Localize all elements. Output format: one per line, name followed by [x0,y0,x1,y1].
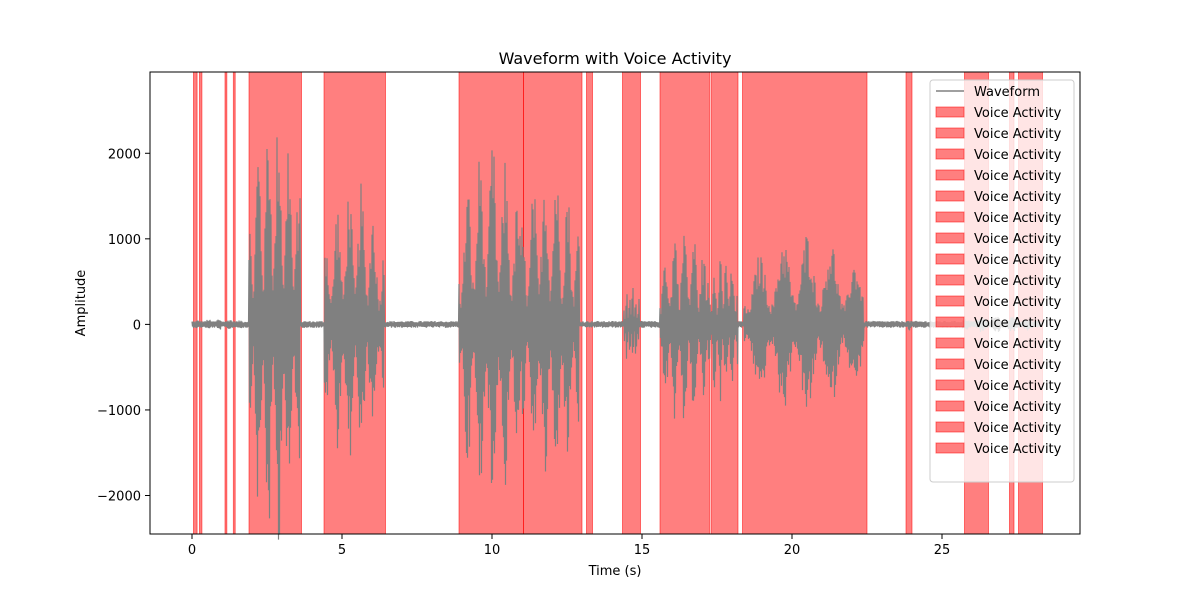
legend-voice-swatch [935,211,965,223]
legend-voice-swatch [935,358,965,370]
legend-voice-swatch [935,400,965,412]
x-tick-label: 25 [934,543,951,558]
x-tick-label: 20 [784,543,801,558]
legend-label: Voice Activity [974,358,1062,373]
legend-label: Voice Activity [974,148,1062,163]
legend-voice-swatch [935,106,965,118]
x-tick-label: 5 [338,543,346,558]
waveform-series [191,137,1042,540]
legend-label: Voice Activity [974,190,1062,205]
voice-activity-regions [193,71,1043,535]
y-axis: −2000 −1000 0 1000 2000 [97,147,150,505]
legend-voice-swatch [935,316,965,328]
x-tick-label: 15 [634,543,651,558]
voice-activity-region [586,71,593,535]
legend-label: Voice Activity [974,106,1062,121]
legend-label: Voice Activity [974,169,1062,184]
legend: Waveform Voice Activity Voice Activity Voic… [929,79,1075,483]
voice-activity-region [199,71,203,535]
legend-voice-swatch [935,295,965,307]
legend-label: Voice Activity [974,211,1062,226]
legend-voice-swatch [935,253,965,265]
legend-voice-swatch [935,169,965,181]
legend-voice-swatch [935,148,965,160]
y-tick-label: 2000 [108,147,141,162]
x-tick-label: 0 [188,543,196,558]
x-tick-label: 10 [484,543,501,558]
legend-voice-swatch [935,337,965,349]
legend-box [929,79,1075,483]
legend-label: Voice Activity [974,379,1062,394]
legend-voice-swatch [935,421,965,433]
voice-activity-region [224,71,228,535]
legend-label: Voice Activity [974,421,1062,436]
legend-voice-swatch [935,190,965,202]
voice-activity-region [232,71,236,535]
legend-voice-swatch [935,232,965,244]
legend-label: Voice Activity [974,253,1062,268]
legend-voice-swatch [935,442,965,454]
y-tick-label: −2000 [97,490,141,505]
legend-label: Voice Activity [974,127,1062,142]
y-tick-label: 1000 [108,233,141,248]
plot-frame [149,71,1081,535]
legend-label: Voice Activity [974,274,1062,289]
legend-voice-swatch [935,379,965,391]
x-axis: 0 5 10 15 20 25 [188,534,950,558]
legend-label: Waveform [974,85,1040,100]
y-axis-label: Amplitude [74,270,89,337]
legend-label: Voice Activity [974,400,1062,415]
x-axis-label: Time (s) [588,564,642,579]
chart-title: Waveform with Voice Activity [499,49,732,68]
legend-label: Voice Activity [974,232,1062,247]
waveform-line [191,137,1042,540]
voice-activity-region [905,71,913,535]
legend-label: Voice Activity [974,337,1062,352]
legend-label: Voice Activity [974,316,1062,331]
legend-voice-swatch [935,127,965,139]
legend-voice-swatch [935,274,965,286]
y-tick-label: −1000 [97,404,141,419]
legend-label: Voice Activity [974,295,1062,310]
legend-label: Voice Activity [974,442,1062,457]
voice-activity-region [193,71,198,535]
y-tick-label: 0 [133,318,141,333]
